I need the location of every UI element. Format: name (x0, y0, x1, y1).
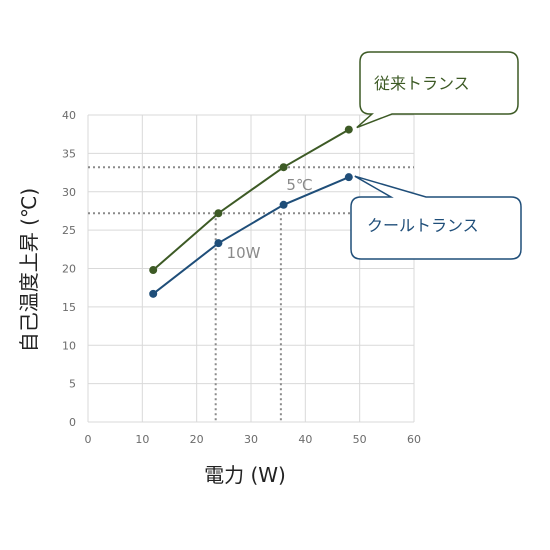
x-tick-label: 30 (244, 433, 258, 446)
data-point (214, 239, 223, 248)
data-point (214, 209, 223, 218)
x-tick-label: 20 (190, 433, 204, 446)
series-conventional (149, 125, 353, 275)
data-point (279, 200, 288, 209)
callout-box (356, 51, 519, 129)
y-axis-title: 自己温度上昇 (℃) (17, 188, 41, 352)
x-tick-label: 10 (135, 433, 149, 446)
x-tick-label: 60 (407, 433, 421, 446)
y-tick-label: 10 (62, 339, 76, 352)
x-tick-label: 40 (298, 433, 312, 446)
annotations: 5℃ 10W (227, 176, 313, 262)
data-point (149, 289, 158, 298)
data-point (149, 266, 158, 275)
y-tick-label: 25 (62, 224, 76, 237)
y-tick-label: 15 (62, 301, 76, 314)
grid (87, 114, 415, 423)
series-layer (149, 125, 353, 298)
annotation-label: 5℃ (286, 176, 312, 194)
callout-conventional: 従来トランス (356, 51, 519, 129)
x-tick-label: 0 (85, 433, 92, 446)
data-point (344, 125, 353, 134)
annotation-label: 10W (227, 244, 261, 262)
y-tick-label: 5 (69, 378, 76, 391)
series-cool (149, 173, 353, 298)
y-tick-label: 0 (69, 416, 76, 429)
callout-box (350, 175, 522, 260)
callout-cool: クールトランス (350, 175, 522, 260)
callout-label: クールトランス (367, 216, 479, 235)
series-line (152, 176, 350, 295)
x-tick-label: 50 (353, 433, 367, 446)
y-tick-label: 20 (62, 263, 76, 276)
y-tick-label: 35 (62, 147, 76, 160)
y-tick-label: 40 (62, 109, 76, 122)
x-axis-title: 電力 (W) (204, 463, 286, 487)
callout-label: 従来トランス (374, 74, 470, 93)
y-tick-label: 30 (62, 186, 76, 199)
data-point (279, 163, 288, 172)
tick-labels: 0 5 10 15 20 25 30 35 40 0 10 20 30 40 50 60 (62, 109, 421, 446)
data-point (344, 173, 353, 182)
series-line (152, 128, 350, 271)
